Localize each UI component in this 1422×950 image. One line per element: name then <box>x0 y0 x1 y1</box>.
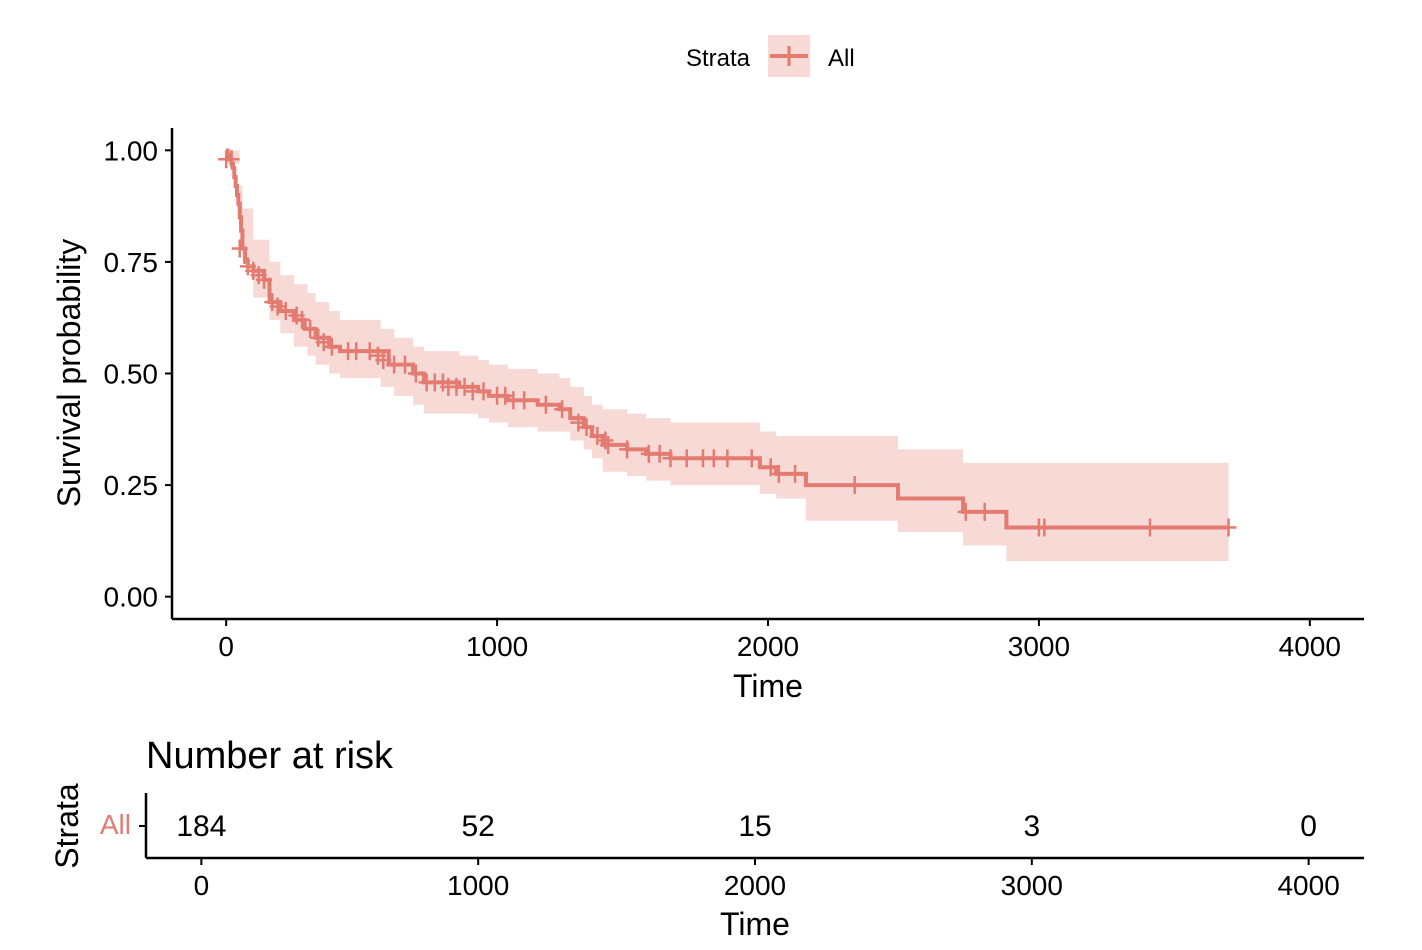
x-tick-label: 0 <box>218 631 234 662</box>
censor-mark <box>231 239 248 258</box>
censor-mark <box>516 391 533 410</box>
risk-table: Number at risk All Strata 184 52 15 3 0 0 100… <box>49 735 1364 942</box>
y-tick-label: 0.50 <box>104 359 159 390</box>
censor-mark <box>277 302 294 321</box>
risk-value: 184 <box>176 810 226 843</box>
censor-mark <box>269 297 286 316</box>
censor-mark <box>361 342 378 361</box>
risk-y-axis-title: Strata <box>49 783 85 869</box>
x-tick-label: 4000 <box>1279 631 1341 662</box>
confidence-band <box>226 150 1229 561</box>
censor-mark <box>537 395 554 414</box>
risk-x-tick-label: 2000 <box>724 870 786 901</box>
y-tick-label: 0.25 <box>104 470 159 501</box>
censor-mark <box>456 377 473 396</box>
censor-marks-layer <box>218 150 1237 537</box>
risk-x-tick-label: 1000 <box>447 870 509 901</box>
risk-value: 0 <box>1300 810 1317 843</box>
censor-mark <box>396 355 413 374</box>
censor-mark <box>302 319 319 338</box>
y-tick-label: 0.75 <box>104 247 159 278</box>
censor-mark <box>662 449 679 468</box>
censor-mark <box>1141 518 1158 537</box>
x-axis-title: Time <box>733 668 803 704</box>
censor-mark <box>619 440 636 459</box>
legend: Strata All <box>686 35 855 77</box>
risk-value: 3 <box>1023 810 1040 843</box>
censor-mark <box>770 464 787 483</box>
legend-title: Strata <box>686 45 751 72</box>
y-axis-title: Survival probability <box>51 239 87 508</box>
censor-mark <box>497 386 514 405</box>
censor-mark <box>705 449 722 468</box>
censor-mark <box>597 431 614 450</box>
y-tick-label: 1.00 <box>104 135 159 166</box>
confidence-band-layer <box>226 150 1229 561</box>
censor-mark <box>294 310 311 329</box>
risk-values: 184 52 15 3 0 <box>176 810 1317 843</box>
risk-x-tick-label: 3000 <box>1001 870 1063 901</box>
censor-mark <box>315 333 332 352</box>
censor-mark <box>554 400 571 419</box>
censor-mark <box>475 382 492 401</box>
censor-mark <box>256 270 273 289</box>
censor-mark <box>678 449 695 468</box>
censor-mark <box>651 444 668 463</box>
censor-mark <box>223 150 240 169</box>
censor-mark <box>787 464 804 483</box>
censor-mark <box>348 342 365 361</box>
risk-x-axis-ticks: 0 1000 2000 3000 4000 <box>194 858 1340 901</box>
x-tick-label: 3000 <box>1008 631 1070 662</box>
censor-mark <box>323 337 340 356</box>
legend-entry-all: All <box>828 45 855 72</box>
x-tick-label: 2000 <box>737 631 799 662</box>
risk-value: 52 <box>461 810 494 843</box>
risk-x-tick-label: 0 <box>194 870 210 901</box>
x-tick-label: 1000 <box>466 631 528 662</box>
y-tick-label: 0.00 <box>104 582 159 613</box>
censor-mark <box>719 449 736 468</box>
censor-mark <box>589 426 606 445</box>
survival-plot: 0.00 0.25 0.50 0.75 1.00 0 1000 2000 3000 4000 T… <box>51 128 1364 704</box>
y-axis-ticks: 0.00 0.25 0.50 0.75 1.00 <box>104 135 172 613</box>
censor-mark <box>743 449 760 468</box>
censor-mark <box>407 364 424 383</box>
risk-value: 15 <box>738 810 771 843</box>
risk-x-axis-title: Time <box>720 906 790 942</box>
x-axis-ticks: 0 1000 2000 3000 4000 <box>218 619 1341 662</box>
censor-mark <box>976 502 993 521</box>
risk-strata-label: All <box>100 809 131 840</box>
censor-mark <box>375 351 392 370</box>
censor-mark <box>1036 518 1053 537</box>
censor-mark <box>570 413 587 432</box>
censor-mark <box>957 502 974 521</box>
risk-x-tick-label: 4000 <box>1277 870 1339 901</box>
censor-mark <box>1220 518 1237 537</box>
censor-mark <box>762 458 779 477</box>
censor-mark <box>578 418 595 437</box>
censor-mark <box>846 476 863 495</box>
censor-mark <box>600 435 617 454</box>
risk-table-title: Number at risk <box>146 735 394 777</box>
